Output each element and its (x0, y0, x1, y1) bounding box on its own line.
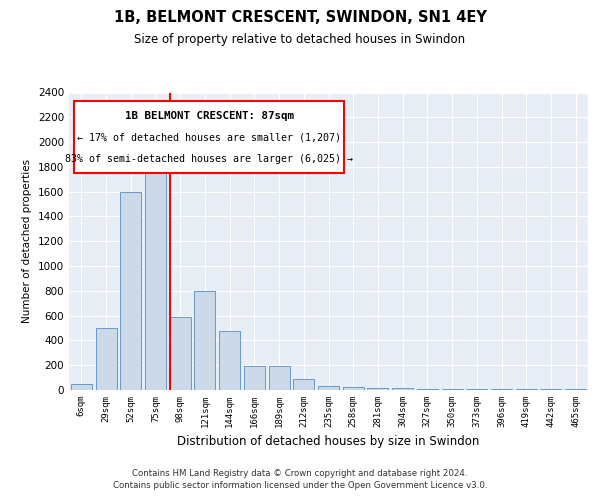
Bar (194, 291, 215, 390)
Bar (293, 380, 314, 390)
Bar (367, 388, 388, 390)
Y-axis label: Number of detached properties: Number of detached properties (22, 159, 32, 324)
FancyBboxPatch shape (74, 102, 344, 173)
Text: Contains HM Land Registry data © Crown copyright and database right 2024.: Contains HM Land Registry data © Crown c… (132, 469, 468, 478)
Bar (170, 317, 191, 390)
Bar (318, 386, 339, 390)
Bar (71, 384, 92, 390)
Bar (244, 366, 265, 390)
Bar (343, 387, 364, 390)
Bar (269, 366, 290, 390)
Bar (392, 388, 413, 390)
Bar (145, 148, 166, 390)
Text: Contains public sector information licensed under the Open Government Licence v3: Contains public sector information licen… (113, 480, 487, 490)
Text: 1B, BELMONT CRESCENT, SWINDON, SN1 4EY: 1B, BELMONT CRESCENT, SWINDON, SN1 4EY (113, 10, 487, 26)
Bar (95, 328, 116, 390)
Text: 1B BELMONT CRESCENT: 87sqm: 1B BELMONT CRESCENT: 87sqm (125, 110, 293, 120)
Bar (219, 330, 240, 390)
Bar (120, 192, 141, 390)
Text: Size of property relative to detached houses in Swindon: Size of property relative to detached ho… (134, 32, 466, 46)
X-axis label: Distribution of detached houses by size in Swindon: Distribution of detached houses by size … (178, 436, 479, 448)
Text: 83% of semi-detached houses are larger (6,025) →: 83% of semi-detached houses are larger (… (65, 154, 353, 164)
Text: ← 17% of detached houses are smaller (1,207): ← 17% of detached houses are smaller (1,… (77, 132, 341, 142)
